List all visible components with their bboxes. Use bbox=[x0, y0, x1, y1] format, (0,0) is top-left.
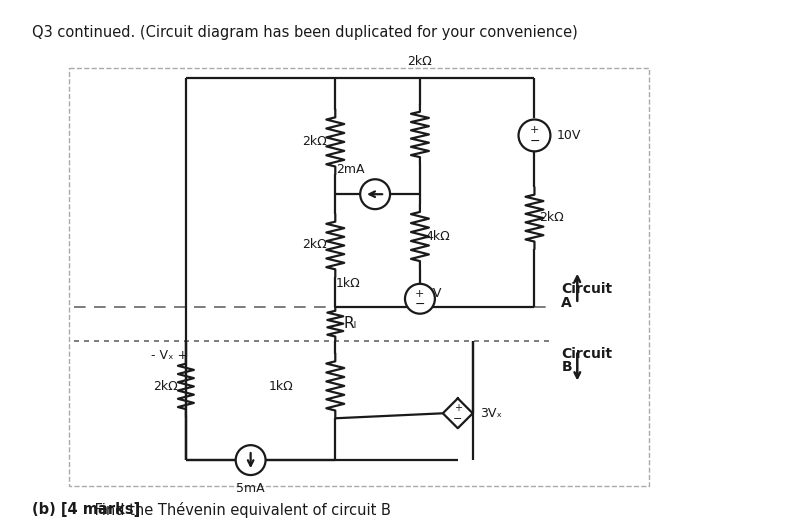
Bar bbox=[70, 68, 649, 486]
Text: (b) [4 marks]: (b) [4 marks] bbox=[32, 502, 140, 517]
Text: 5mA: 5mA bbox=[236, 482, 265, 495]
Text: 2kΩ: 2kΩ bbox=[153, 380, 178, 393]
Text: Q3 continued. (Circuit diagram has been duplicated for your convenience): Q3 continued. (Circuit diagram has been … bbox=[32, 25, 578, 40]
Circle shape bbox=[519, 120, 550, 151]
Text: 10V: 10V bbox=[557, 129, 581, 142]
Text: Find the Thévenin equivalent of circuit B: Find the Thévenin equivalent of circuit … bbox=[91, 502, 392, 518]
Text: −: − bbox=[415, 298, 426, 311]
Text: +: + bbox=[415, 289, 425, 299]
Text: B: B bbox=[561, 361, 572, 374]
Text: 1kΩ: 1kΩ bbox=[269, 380, 294, 393]
Text: +: + bbox=[454, 404, 462, 413]
Text: Circuit: Circuit bbox=[561, 347, 612, 361]
Text: 3Vₓ: 3Vₓ bbox=[480, 407, 502, 420]
Text: 1kΩ: 1kΩ bbox=[336, 277, 360, 290]
Text: +: + bbox=[530, 125, 539, 136]
Circle shape bbox=[235, 445, 265, 475]
Text: 2kΩ: 2kΩ bbox=[540, 210, 564, 223]
Circle shape bbox=[405, 284, 435, 314]
Text: 2kΩ: 2kΩ bbox=[303, 239, 328, 252]
Text: Rₗ: Rₗ bbox=[343, 316, 357, 331]
Text: −: − bbox=[529, 135, 540, 148]
Text: −: − bbox=[453, 414, 463, 424]
Text: - Vₓ +: - Vₓ + bbox=[151, 349, 188, 362]
Text: Circuit: Circuit bbox=[561, 282, 612, 296]
Polygon shape bbox=[443, 398, 472, 428]
Text: 2kΩ: 2kΩ bbox=[303, 135, 328, 148]
Circle shape bbox=[360, 179, 390, 209]
Text: A: A bbox=[561, 296, 572, 310]
Text: 4kΩ: 4kΩ bbox=[425, 230, 450, 243]
Text: 6V: 6V bbox=[425, 287, 441, 300]
Text: 2kΩ: 2kΩ bbox=[408, 55, 432, 68]
Text: 2mA: 2mA bbox=[336, 163, 365, 176]
